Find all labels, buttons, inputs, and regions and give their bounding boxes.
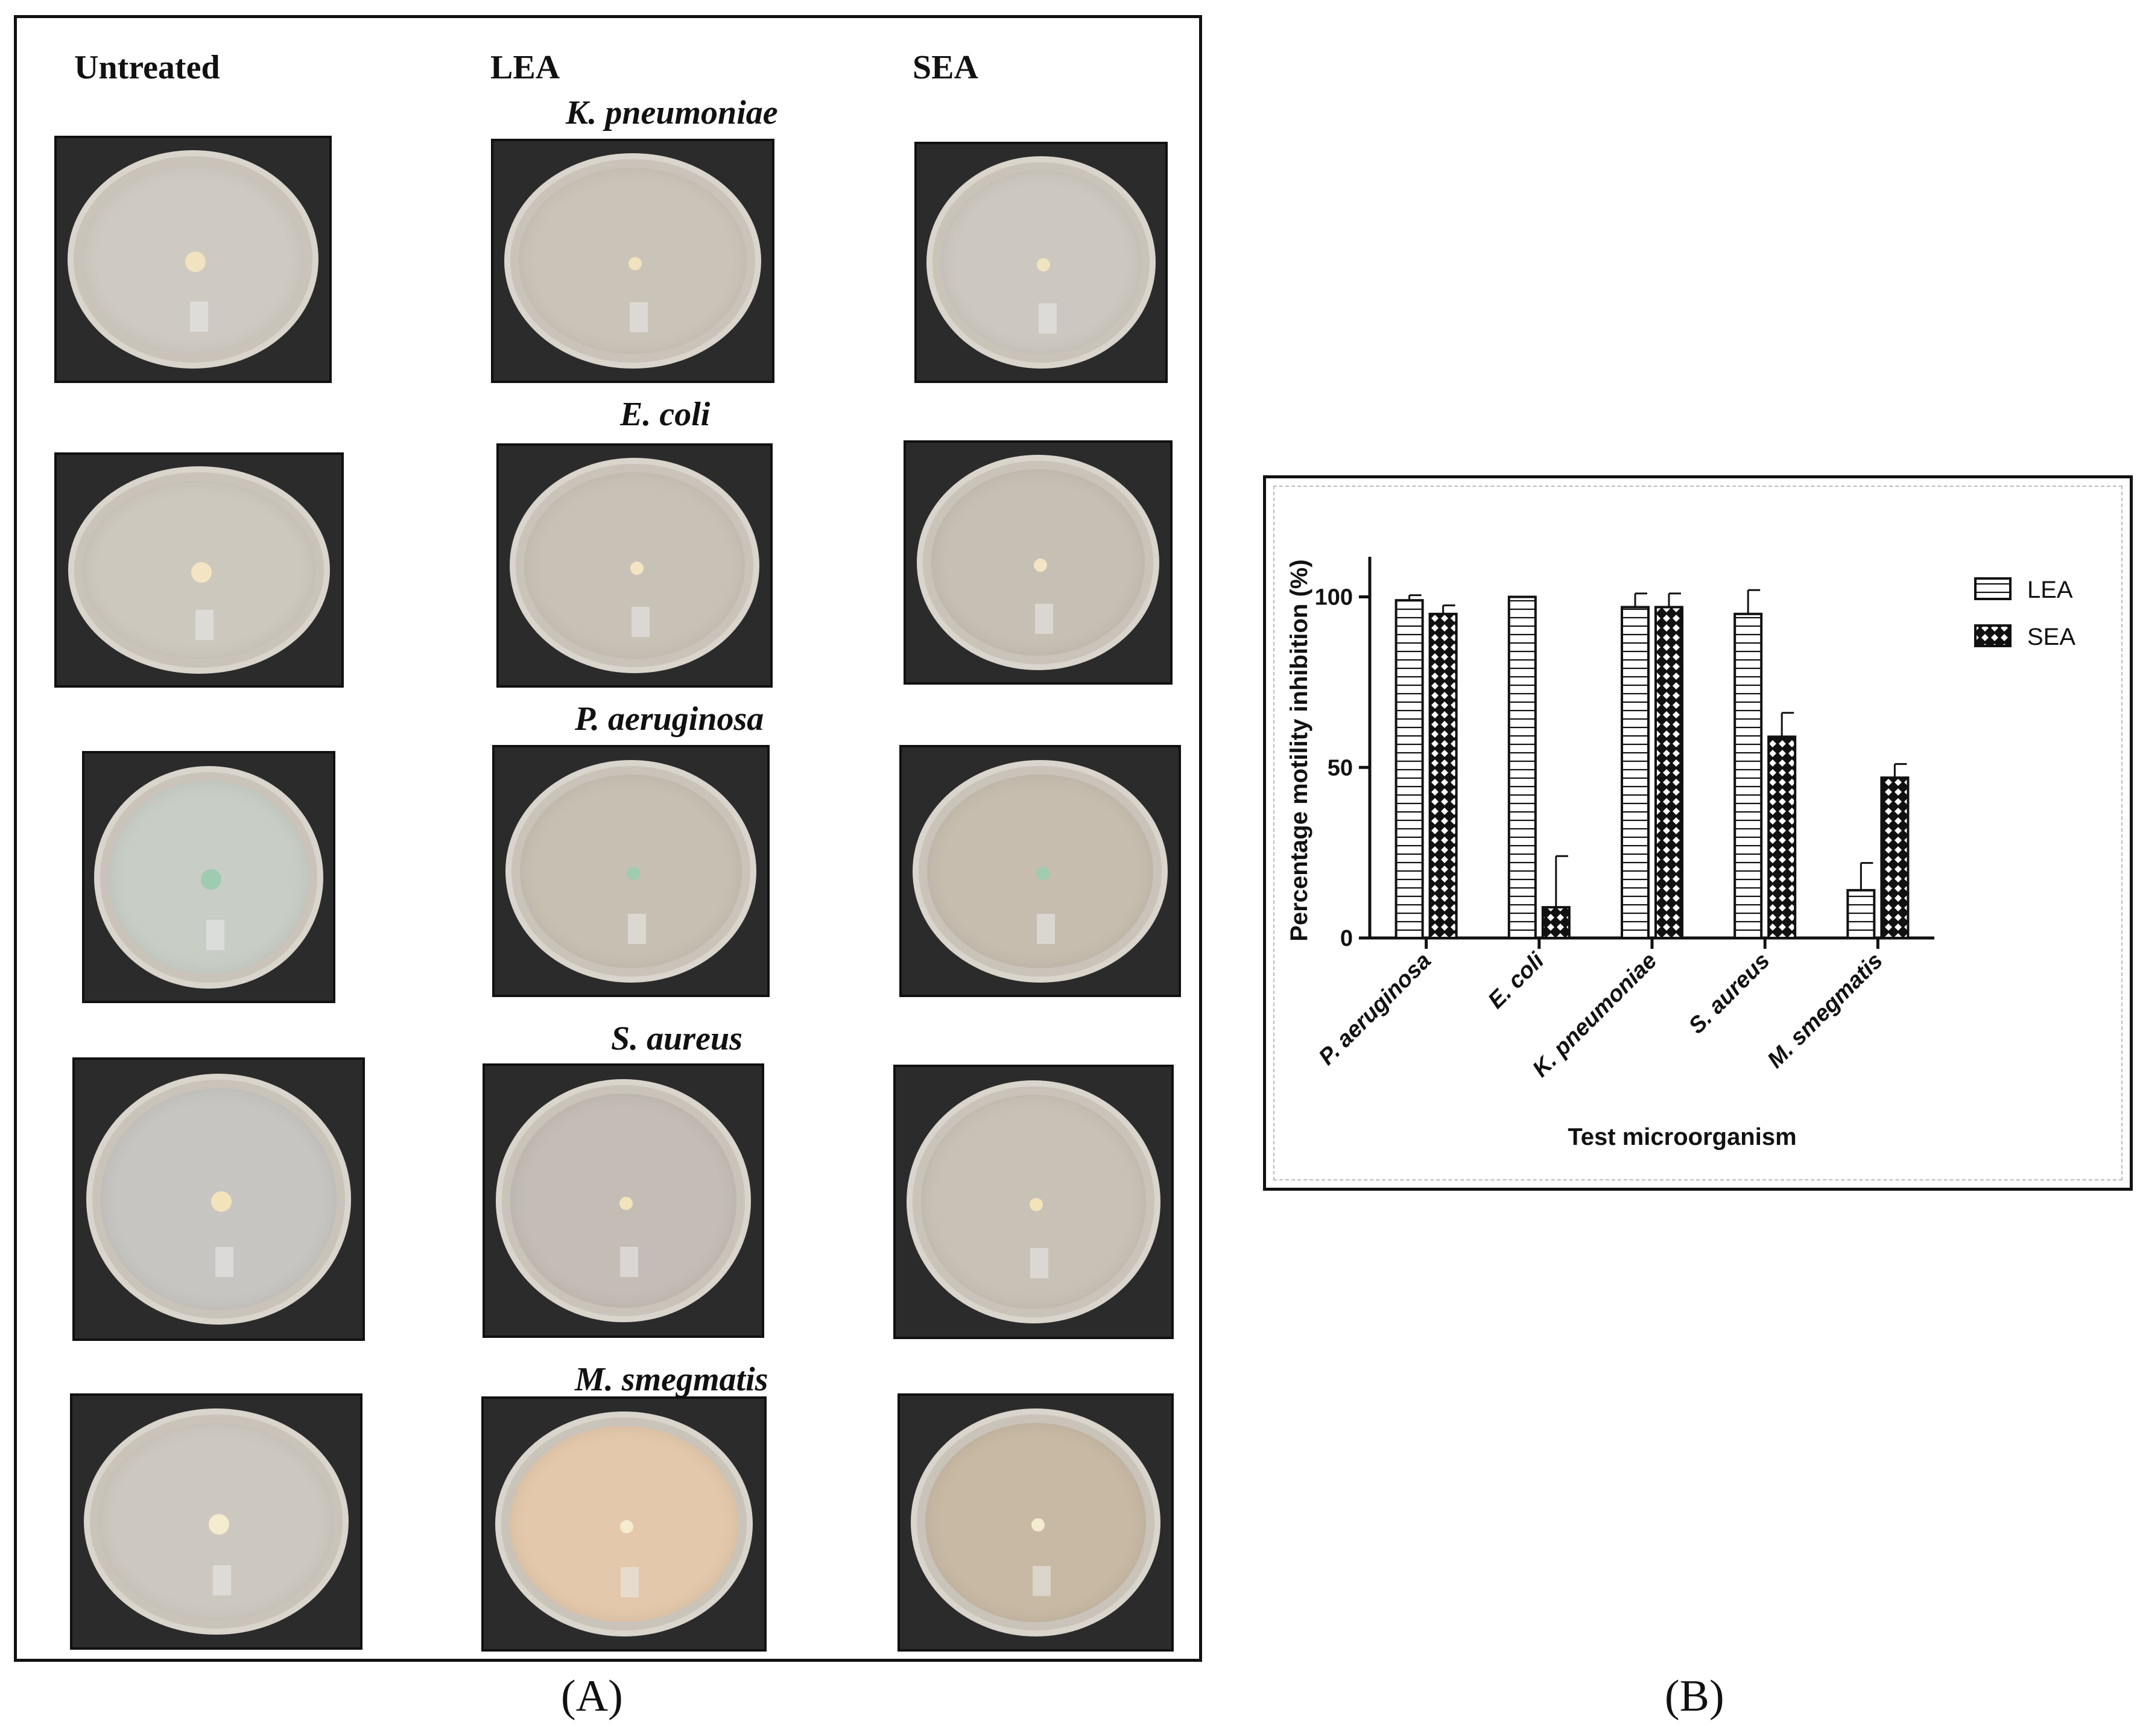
y-axis-label: Percentage motility inhibition (%) [1286, 559, 1312, 941]
bacterial-colony [1029, 1197, 1043, 1211]
bacterial-colony [619, 1519, 633, 1533]
panel-b: 0 50 100 Percentage motility inhibition (%… [1263, 475, 2133, 1191]
bacterial-colony [630, 561, 644, 575]
x-tick-label: P. aeruginosa [1314, 948, 1436, 1070]
bacterial-colony [1037, 258, 1050, 271]
panel-letter-a: (A) [561, 1671, 623, 1721]
petri-plate-sea [897, 1393, 1174, 1652]
petri-plate-sea [904, 440, 1173, 685]
petri-plate-lea [492, 745, 770, 997]
label-tape [189, 301, 208, 332]
petri-plate-lea [481, 1396, 767, 1652]
organism-label-s-aureus: S. aureus [611, 1020, 742, 1057]
bar-lea [1507, 595, 1537, 939]
motility-inhibition-bar-chart: 0 50 100 Percentage motility inhibition (%… [1286, 557, 2075, 1150]
label-tape [206, 919, 224, 950]
legend-label-sea: SEA [2027, 624, 2075, 650]
petri-plate-sea [899, 745, 1181, 997]
bacterial-colony [211, 1191, 232, 1212]
label-tape [1035, 604, 1054, 635]
label-tape [1030, 1248, 1049, 1279]
label-tape [620, 1247, 639, 1278]
petri-plate-sea [914, 142, 1168, 383]
label-tape [627, 913, 646, 944]
petri-plate-untreated [70, 1393, 362, 1650]
label-tape [195, 610, 214, 641]
bacterial-colony [201, 869, 221, 890]
petri-plate-untreated [54, 136, 332, 383]
label-tape [631, 607, 650, 638]
petri-plate-lea [496, 443, 773, 688]
x-tick-label: E. coli [1483, 948, 1550, 1014]
petri-plate-sea [893, 1065, 1174, 1339]
petri-dish-image [913, 759, 1168, 983]
label-tape [629, 302, 648, 333]
label-tape [1037, 913, 1056, 944]
panel-a: Untreated LEA SEA K. pneumoniae E. coli … [14, 15, 1202, 1662]
petri-dish-image [496, 1079, 751, 1322]
label-tape [1032, 1566, 1051, 1597]
bacterial-colony [628, 256, 642, 270]
bacterial-colony [1036, 867, 1049, 880]
bar-lea [1733, 612, 1763, 939]
bacterial-colony [208, 1513, 229, 1535]
bacterial-colony [1031, 1518, 1045, 1532]
bacterial-colony [191, 562, 212, 583]
bar-sea [1428, 612, 1458, 939]
organism-label-e-coli: E. coli [620, 396, 711, 433]
petri-plate-untreated [72, 1057, 365, 1341]
bar-sea [1767, 735, 1797, 939]
chart-frame [1273, 486, 2123, 1180]
bacterial-colony [1034, 558, 1047, 572]
petri-plate-lea [491, 139, 774, 383]
y-tick-label: 0 [1340, 926, 1353, 951]
bacterial-colony [185, 252, 206, 272]
legend-label-lea: LEA [2027, 577, 2073, 603]
panel-letter-b: (B) [1665, 1671, 1724, 1721]
label-tape [215, 1247, 233, 1278]
bar-lea [1394, 599, 1424, 939]
petri-plate-lea [483, 1063, 764, 1338]
bacterial-colony [619, 1196, 633, 1210]
petri-plate-untreated [82, 751, 335, 1003]
legend-swatch-lea [1974, 577, 2012, 600]
bar-lea [1846, 889, 1876, 939]
x-axis-label: Test microorganism [1568, 1124, 1796, 1150]
label-tape [621, 1567, 639, 1598]
bar-sea [1654, 606, 1683, 939]
y-tick-label: 50 [1328, 755, 1353, 781]
organism-label-p-aeruginosa: P. aeruginosa [575, 700, 764, 738]
x-tick-label: S. aureus [1684, 948, 1775, 1039]
label-tape [1038, 303, 1057, 334]
organism-label-m-smegmatis: M. smegmatis [575, 1361, 768, 1398]
legend-swatch-sea [1974, 624, 2012, 647]
bacterial-colony [627, 867, 640, 880]
label-tape [212, 1565, 231, 1595]
column-header-sea: SEA [913, 49, 978, 86]
petri-plate-untreated [54, 452, 344, 688]
x-tick-label: M. smegmatis [1762, 948, 1887, 1073]
organism-label-k-pneumoniae: K. pneumoniae [566, 94, 778, 131]
column-header-untreated: Untreated [74, 49, 220, 86]
bar-lea [1621, 606, 1650, 939]
bar-sea [1880, 776, 1910, 939]
petri-dish-image [94, 765, 323, 989]
column-header-lea: LEA [490, 49, 560, 86]
bar-sea [1541, 906, 1571, 939]
y-tick-label: 100 [1315, 585, 1353, 610]
x-tick-label: K. pneumoniae [1528, 948, 1662, 1082]
